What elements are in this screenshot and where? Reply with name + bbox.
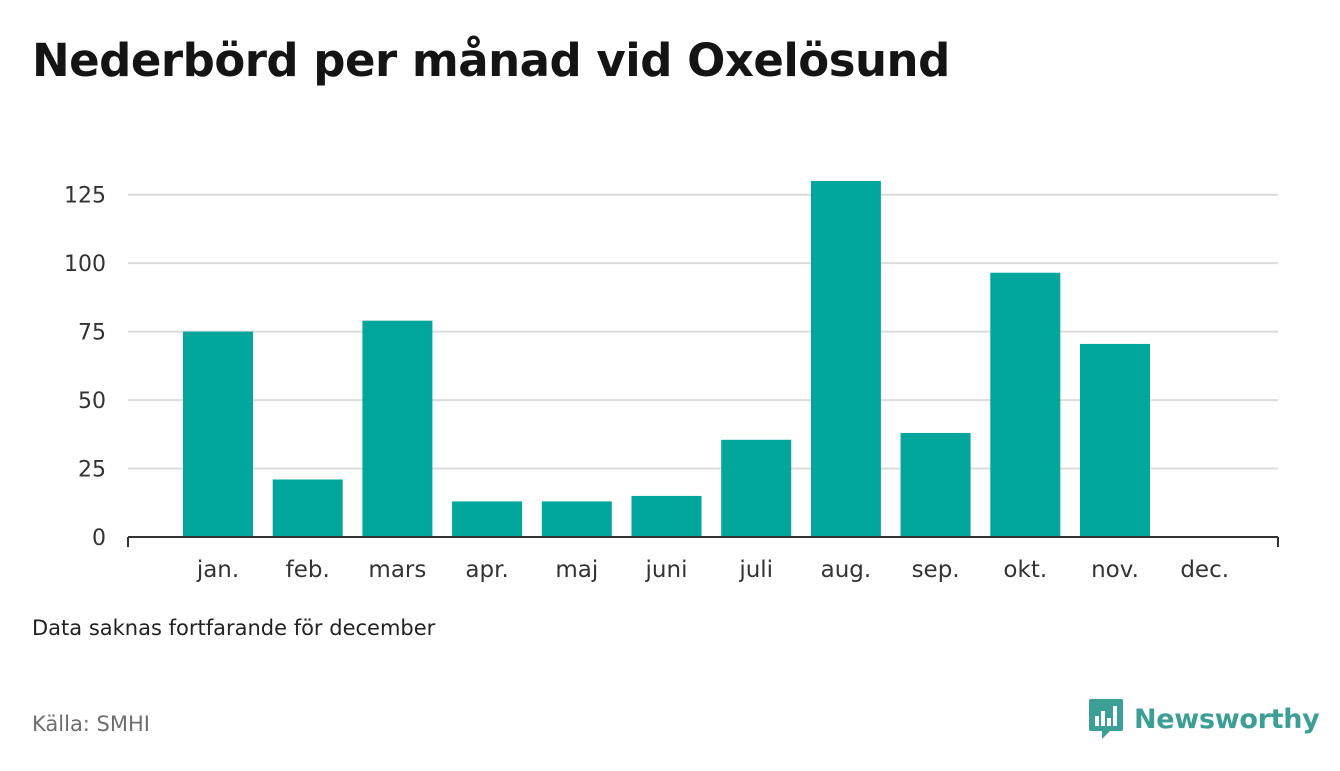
x-tick-label: juli [738, 557, 773, 583]
bar-apr [452, 501, 523, 537]
y-axis-ticks: 0 25 50 75 100 125 [64, 184, 106, 551]
x-tick-label: okt. [1003, 557, 1047, 583]
bar-okt [990, 272, 1061, 537]
y-tick-label: 100 [64, 252, 106, 277]
x-tick-label: apr. [465, 557, 508, 583]
bar-feb [272, 479, 343, 537]
bars [183, 181, 1150, 537]
x-tick-label: juni [645, 557, 688, 583]
x-axis [127, 536, 1279, 547]
newsworthy-logo-icon [1089, 699, 1123, 739]
newsworthy-logo[interactable]: Newsworthy [1088, 698, 1320, 740]
bar-sep [900, 432, 971, 537]
y-tick-label: 0 [92, 526, 106, 551]
chart-note: Data saknas fortfarande för december [32, 616, 436, 640]
x-tick-label: maj [555, 557, 598, 583]
x-tick-label: feb. [286, 557, 330, 583]
source-label: Källa: SMHI [32, 712, 150, 736]
bar-juni [631, 495, 702, 537]
x-tick-label: dec. [1180, 557, 1229, 583]
y-tick-label: 75 [78, 321, 106, 346]
y-tick-label: 25 [78, 458, 106, 483]
brand-name: Newsworthy [1134, 703, 1320, 735]
bar-aug [810, 181, 881, 537]
chart-title: Nederbörd per månad vid Oxelösund [32, 34, 950, 87]
bar-nov [1080, 343, 1150, 537]
bar-mars [362, 320, 433, 537]
bar-chart: 0 25 50 75 100 125 jan. feb. mars apr. maj juni jul… [64, 181, 1279, 583]
x-tick-label: mars [368, 557, 426, 583]
x-tick-label: aug. [821, 557, 872, 583]
x-axis-ticks: jan. feb. mars apr. maj juni juli aug. sep. okt. n… [196, 557, 1229, 583]
x-tick-label: jan. [196, 557, 239, 583]
x-tick-label: nov. [1091, 557, 1139, 583]
y-tick-label: 50 [78, 389, 106, 414]
x-tick-label: sep. [912, 557, 960, 583]
bar-maj [541, 501, 612, 537]
bar-juli [721, 439, 792, 537]
y-tick-label: 125 [64, 184, 106, 209]
bar-jan [183, 331, 253, 537]
